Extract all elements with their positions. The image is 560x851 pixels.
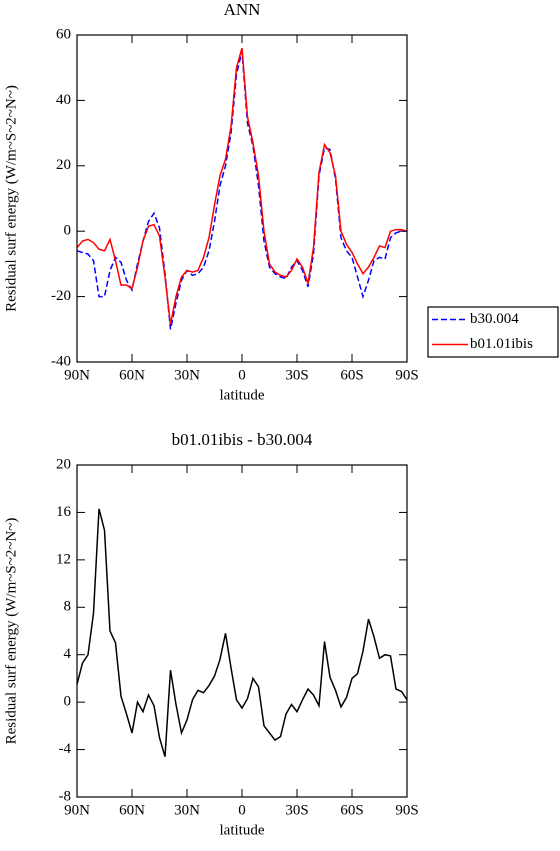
y-tick-label: 4 [64, 646, 72, 662]
y-tick-label: -4 [59, 741, 72, 757]
y-tick-label: -40 [51, 353, 71, 369]
series-line [76, 47, 408, 325]
x-tick-label: 90N [64, 367, 90, 383]
chart-title: ANN [224, 0, 261, 19]
x-tick-label: 30N [174, 802, 200, 818]
plot-frame [76, 34, 408, 363]
series-line [76, 508, 408, 757]
y-tick-label: -8 [59, 788, 72, 804]
x-tick-label: 90N [64, 802, 90, 818]
y-tick-label: 60 [56, 26, 71, 42]
y-tick-label: 0 [64, 223, 72, 239]
y-axis-label: Residual surf energy (W/m~S~2~N~) [3, 85, 19, 312]
x-tick-label: 90S [395, 802, 418, 818]
y-tick-label: -20 [51, 288, 71, 304]
x-tick-label: 0 [238, 802, 246, 818]
y-tick-label: 20 [56, 157, 71, 173]
y-tick-label: 8 [64, 599, 72, 615]
legend-label: b01.01ibis [470, 336, 533, 352]
x-tick-label: 30N [174, 367, 200, 383]
x-tick-label: 60N [119, 802, 145, 818]
x-tick-label: 30S [285, 367, 308, 383]
y-tick-label: 40 [56, 92, 71, 108]
plot-frame [76, 464, 408, 798]
legend-box [427, 306, 559, 358]
y-tick-label: 20 [56, 456, 71, 472]
x-tick-label: 0 [238, 367, 246, 383]
y-tick-label: 12 [56, 551, 71, 567]
y-axis-label: Residual surf energy (W/m~S~2~N~) [3, 518, 19, 745]
x-tick-label: 60S [340, 367, 363, 383]
y-tick-label: 16 [56, 504, 72, 520]
legend-label: b30.004 [470, 311, 519, 327]
x-axis-label: latitude [220, 387, 265, 403]
series-line [76, 51, 407, 330]
x-tick-label: 60S [340, 802, 363, 818]
x-tick-label: 90S [395, 367, 418, 383]
x-axis-label: latitude [220, 822, 265, 838]
x-tick-label: 30S [285, 802, 308, 818]
x-tick-label: 60N [119, 367, 145, 383]
y-tick-label: 0 [64, 694, 72, 710]
chart-title: b01.01ibis - b30.004 [172, 430, 313, 449]
